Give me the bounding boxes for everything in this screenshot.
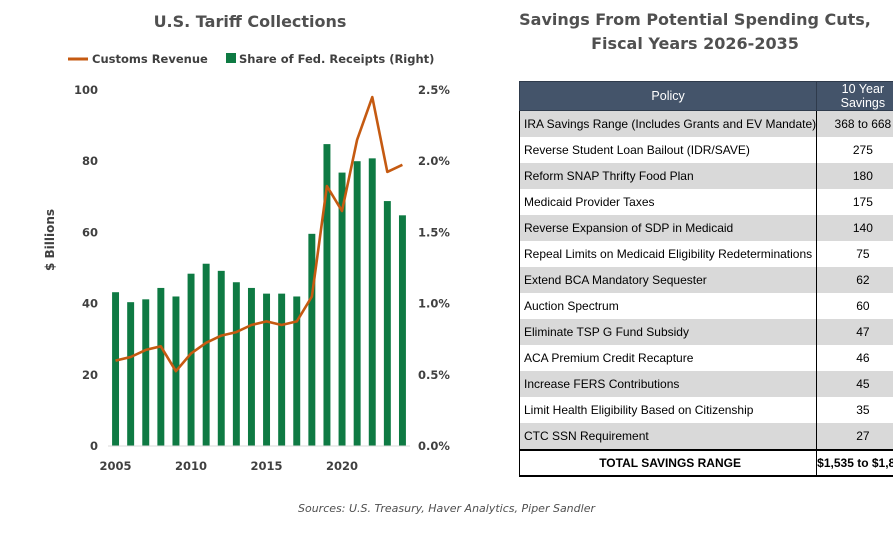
total-label: TOTAL SAVINGS RANGE [518, 449, 818, 477]
y-tick-right: 1.5% [418, 225, 450, 239]
bar-2005 [112, 292, 120, 446]
bars-layer [112, 144, 406, 447]
total-row: TOTAL SAVINGS RANGE $1,535 to $1,835 [518, 449, 893, 477]
customs-revenue-line [115, 95, 403, 373]
bar-2010 [187, 273, 195, 446]
y-tick-right: 2.0% [418, 154, 450, 168]
bar-2018 [308, 233, 316, 446]
y-tick-left: 40 [82, 297, 98, 311]
header-savings: 10 Year Savings [816, 81, 893, 111]
table-row: Reverse Expansion of SDP in Medicaid 140 [518, 215, 893, 241]
bar-2013 [232, 282, 240, 446]
chart-legend: Customs Revenue Share of Fed. Receipts (… [68, 52, 434, 66]
bar-2017 [293, 296, 301, 446]
y-tick-right: 0.5% [418, 368, 450, 382]
legend-bar-swatch [226, 53, 236, 63]
x-tick: 2020 [326, 459, 358, 473]
savings-cell: 60 [816, 293, 893, 319]
tariff-chart: U.S. Tariff Collections Customs Revenue … [43, 12, 450, 473]
policy-cell: Repeal Limits on Medicaid Eligibility Re… [518, 241, 818, 267]
chart-title: U.S. Tariff Collections [154, 12, 347, 31]
x-tick: 2010 [175, 459, 207, 473]
savings-cell: 27 [816, 423, 893, 451]
policy-cell: Eliminate TSP G Fund Subsidy [518, 319, 818, 345]
policy-cell: IRA Savings Range (Includes Grants and E… [518, 110, 818, 137]
savings-cell: 45 [816, 371, 893, 397]
savings-cell: 62 [816, 267, 893, 293]
y-tick-right: 2.5% [418, 83, 450, 97]
policy-cell: Extend BCA Mandatory Sequester [518, 267, 818, 293]
legend-label-customs-revenue: Customs Revenue [92, 52, 208, 66]
bar-2014 [247, 287, 255, 446]
table-row: Auction Spectrum 60 [518, 293, 893, 319]
savings-cell: 180 [816, 163, 893, 189]
table-header-row: Policy 10 Year Savings [518, 81, 893, 111]
bar-2007 [142, 299, 150, 446]
bar-2006 [127, 302, 135, 446]
policy-cell: Increase FERS Contributions [518, 371, 818, 397]
table-row: IRA Savings Range (Includes Grants and E… [518, 110, 893, 137]
savings-cell: 35 [816, 397, 893, 423]
x-tick: 2005 [100, 459, 132, 473]
savings-cell: 46 [816, 345, 893, 371]
savings-cell: 368 to 668 [816, 110, 893, 137]
policy-cell: Medicaid Provider Taxes [518, 189, 818, 215]
y-tick-left: 80 [82, 154, 98, 168]
savings-cell: 75 [816, 241, 893, 267]
table-row: Limit Health Eligibility Based on Citize… [518, 397, 893, 423]
y-tick-right: 1.0% [418, 297, 450, 311]
table-title: Savings From Potential Spending Cuts, Fi… [500, 8, 890, 56]
bar-2022 [368, 158, 376, 447]
policy-cell: Reverse Expansion of SDP in Medicaid [518, 215, 818, 241]
table-row: Increase FERS Contributions 45 [518, 371, 893, 397]
total-value: $1,535 to $1,835 [816, 449, 893, 477]
table-row: Extend BCA Mandatory Sequester 62 [518, 267, 893, 293]
table-row: CTC SSN Requirement 27 [518, 423, 893, 451]
savings-table: Policy 10 Year Savings IRA Savings Range… [518, 81, 893, 477]
bar-2024 [398, 215, 406, 446]
y-axis-right: 0.0% 0.5% 1.0% 1.5% 2.0% 2.5% [418, 83, 450, 453]
y-tick-left: 60 [82, 225, 98, 239]
bar-2019 [323, 144, 331, 446]
policy-cell: Reform SNAP Thrifty Food Plan [518, 163, 818, 189]
savings-cell: 47 [816, 319, 893, 345]
line-layer [115, 95, 403, 373]
bar-2021 [353, 161, 361, 446]
y-tick-left: 100 [74, 83, 98, 97]
policy-cell: CTC SSN Requirement [518, 423, 818, 451]
table-row: Eliminate TSP G Fund Subsidy 47 [518, 319, 893, 345]
y-tick-right: 0.0% [418, 439, 450, 453]
table-row: ACA Premium Credit Recapture 46 [518, 345, 893, 371]
policy-cell: Limit Health Eligibility Based on Citize… [518, 397, 818, 423]
bar-2011 [202, 263, 210, 446]
bar-2008 [157, 287, 165, 446]
table-body: IRA Savings Range (Includes Grants and E… [518, 110, 893, 451]
x-axis: 2005 2010 2015 2020 [100, 459, 359, 473]
sources-note: Sources: U.S. Treasury, Haver Analytics,… [298, 502, 595, 515]
table-row: Reform SNAP Thrifty Food Plan 180 [518, 163, 893, 189]
bar-2023 [383, 201, 391, 446]
legend-label-share-receipts: Share of Fed. Receipts (Right) [239, 52, 434, 66]
y-tick-left: 20 [82, 368, 98, 382]
bar-2020 [338, 172, 346, 447]
y-axis-left: 0 20 40 60 80 100 [74, 83, 98, 453]
y-axis-label: $ Billions [43, 209, 57, 271]
table-title-line2: Fiscal Years 2026-2035 [591, 34, 799, 53]
table-title-line1: Savings From Potential Spending Cuts, [519, 10, 871, 29]
bar-2012 [217, 270, 225, 446]
savings-cell: 140 [816, 215, 893, 241]
policy-cell: Auction Spectrum [518, 293, 818, 319]
header-policy: Policy [518, 81, 818, 111]
bar-2015 [263, 293, 271, 446]
x-tick: 2015 [251, 459, 283, 473]
policy-cell: ACA Premium Credit Recapture [518, 345, 818, 371]
y-tick-left: 0 [90, 439, 98, 453]
bar-2016 [278, 293, 286, 446]
table-row: Reverse Student Loan Bailout (IDR/SAVE) 2… [518, 137, 893, 163]
table-row: Repeal Limits on Medicaid Eligibility Re… [518, 241, 893, 267]
savings-cell: 275 [816, 137, 893, 163]
table-row: Medicaid Provider Taxes 175 [518, 189, 893, 215]
policy-cell: Reverse Student Loan Bailout (IDR/SAVE) [518, 137, 818, 163]
savings-cell: 175 [816, 189, 893, 215]
